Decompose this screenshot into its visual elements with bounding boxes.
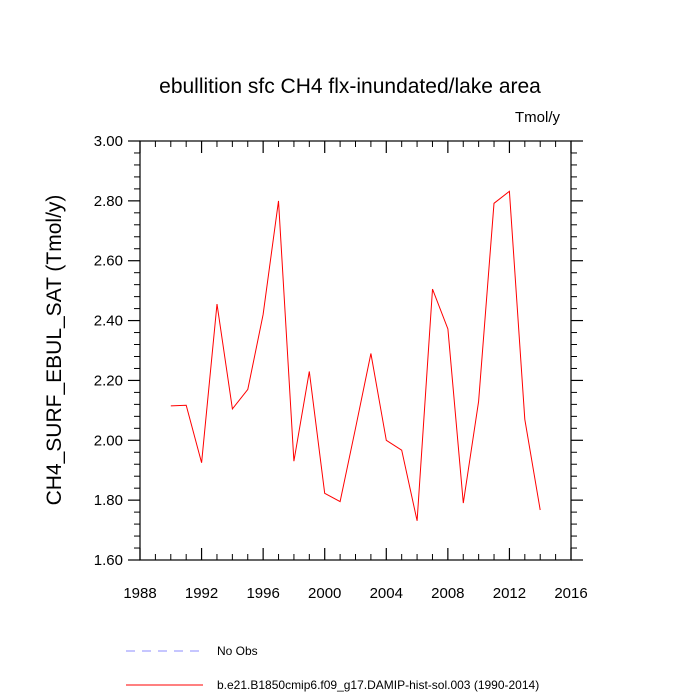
- y-tick-label: 2.40: [94, 313, 123, 330]
- units-label: Tmol/y: [515, 109, 561, 126]
- x-tick-label: 2000: [308, 585, 341, 602]
- y-tick-label: 2.80: [94, 193, 123, 210]
- x-tick-label: 1988: [123, 585, 156, 602]
- chart-title: ebullition sfc CH4 flx-inundated/lake ar…: [159, 75, 541, 98]
- y-tick-label: 1.60: [94, 552, 123, 569]
- series-layer: [170, 190, 541, 521]
- x-tick-label: 2016: [554, 585, 587, 602]
- y-tick-label: 3.00: [94, 133, 123, 150]
- axes: 1988 1992 1996 2000 2004 2008 2012 2016 1.60 1.80…: [94, 133, 588, 602]
- y-axis-label: CH4_SURF_EBUL_SAT (Tmol/y): [43, 195, 66, 506]
- y-tick-label: 2.00: [94, 432, 123, 449]
- x-tick-label: 1992: [185, 585, 218, 602]
- legend-label: No Obs: [217, 644, 258, 658]
- y-tick-label: 2.20: [94, 372, 123, 389]
- x-tick-label: 2012: [493, 585, 526, 602]
- x-tick-label: 1996: [246, 585, 279, 602]
- series-line: [170, 190, 541, 521]
- x-tick-label: 2004: [370, 585, 403, 602]
- plot-frame: [139, 140, 572, 561]
- legend-label: b.e21.B1850cmip6.f09_g17.DAMIP-hist-sol.…: [217, 678, 539, 692]
- y-tick-label: 2.60: [94, 253, 123, 270]
- x-tick-label: 2008: [431, 585, 464, 602]
- y-tick-label: 1.80: [94, 492, 123, 509]
- legend: No Obs b.e21.B1850cmip6.f09_g17.DAMIP-his…: [126, 644, 539, 692]
